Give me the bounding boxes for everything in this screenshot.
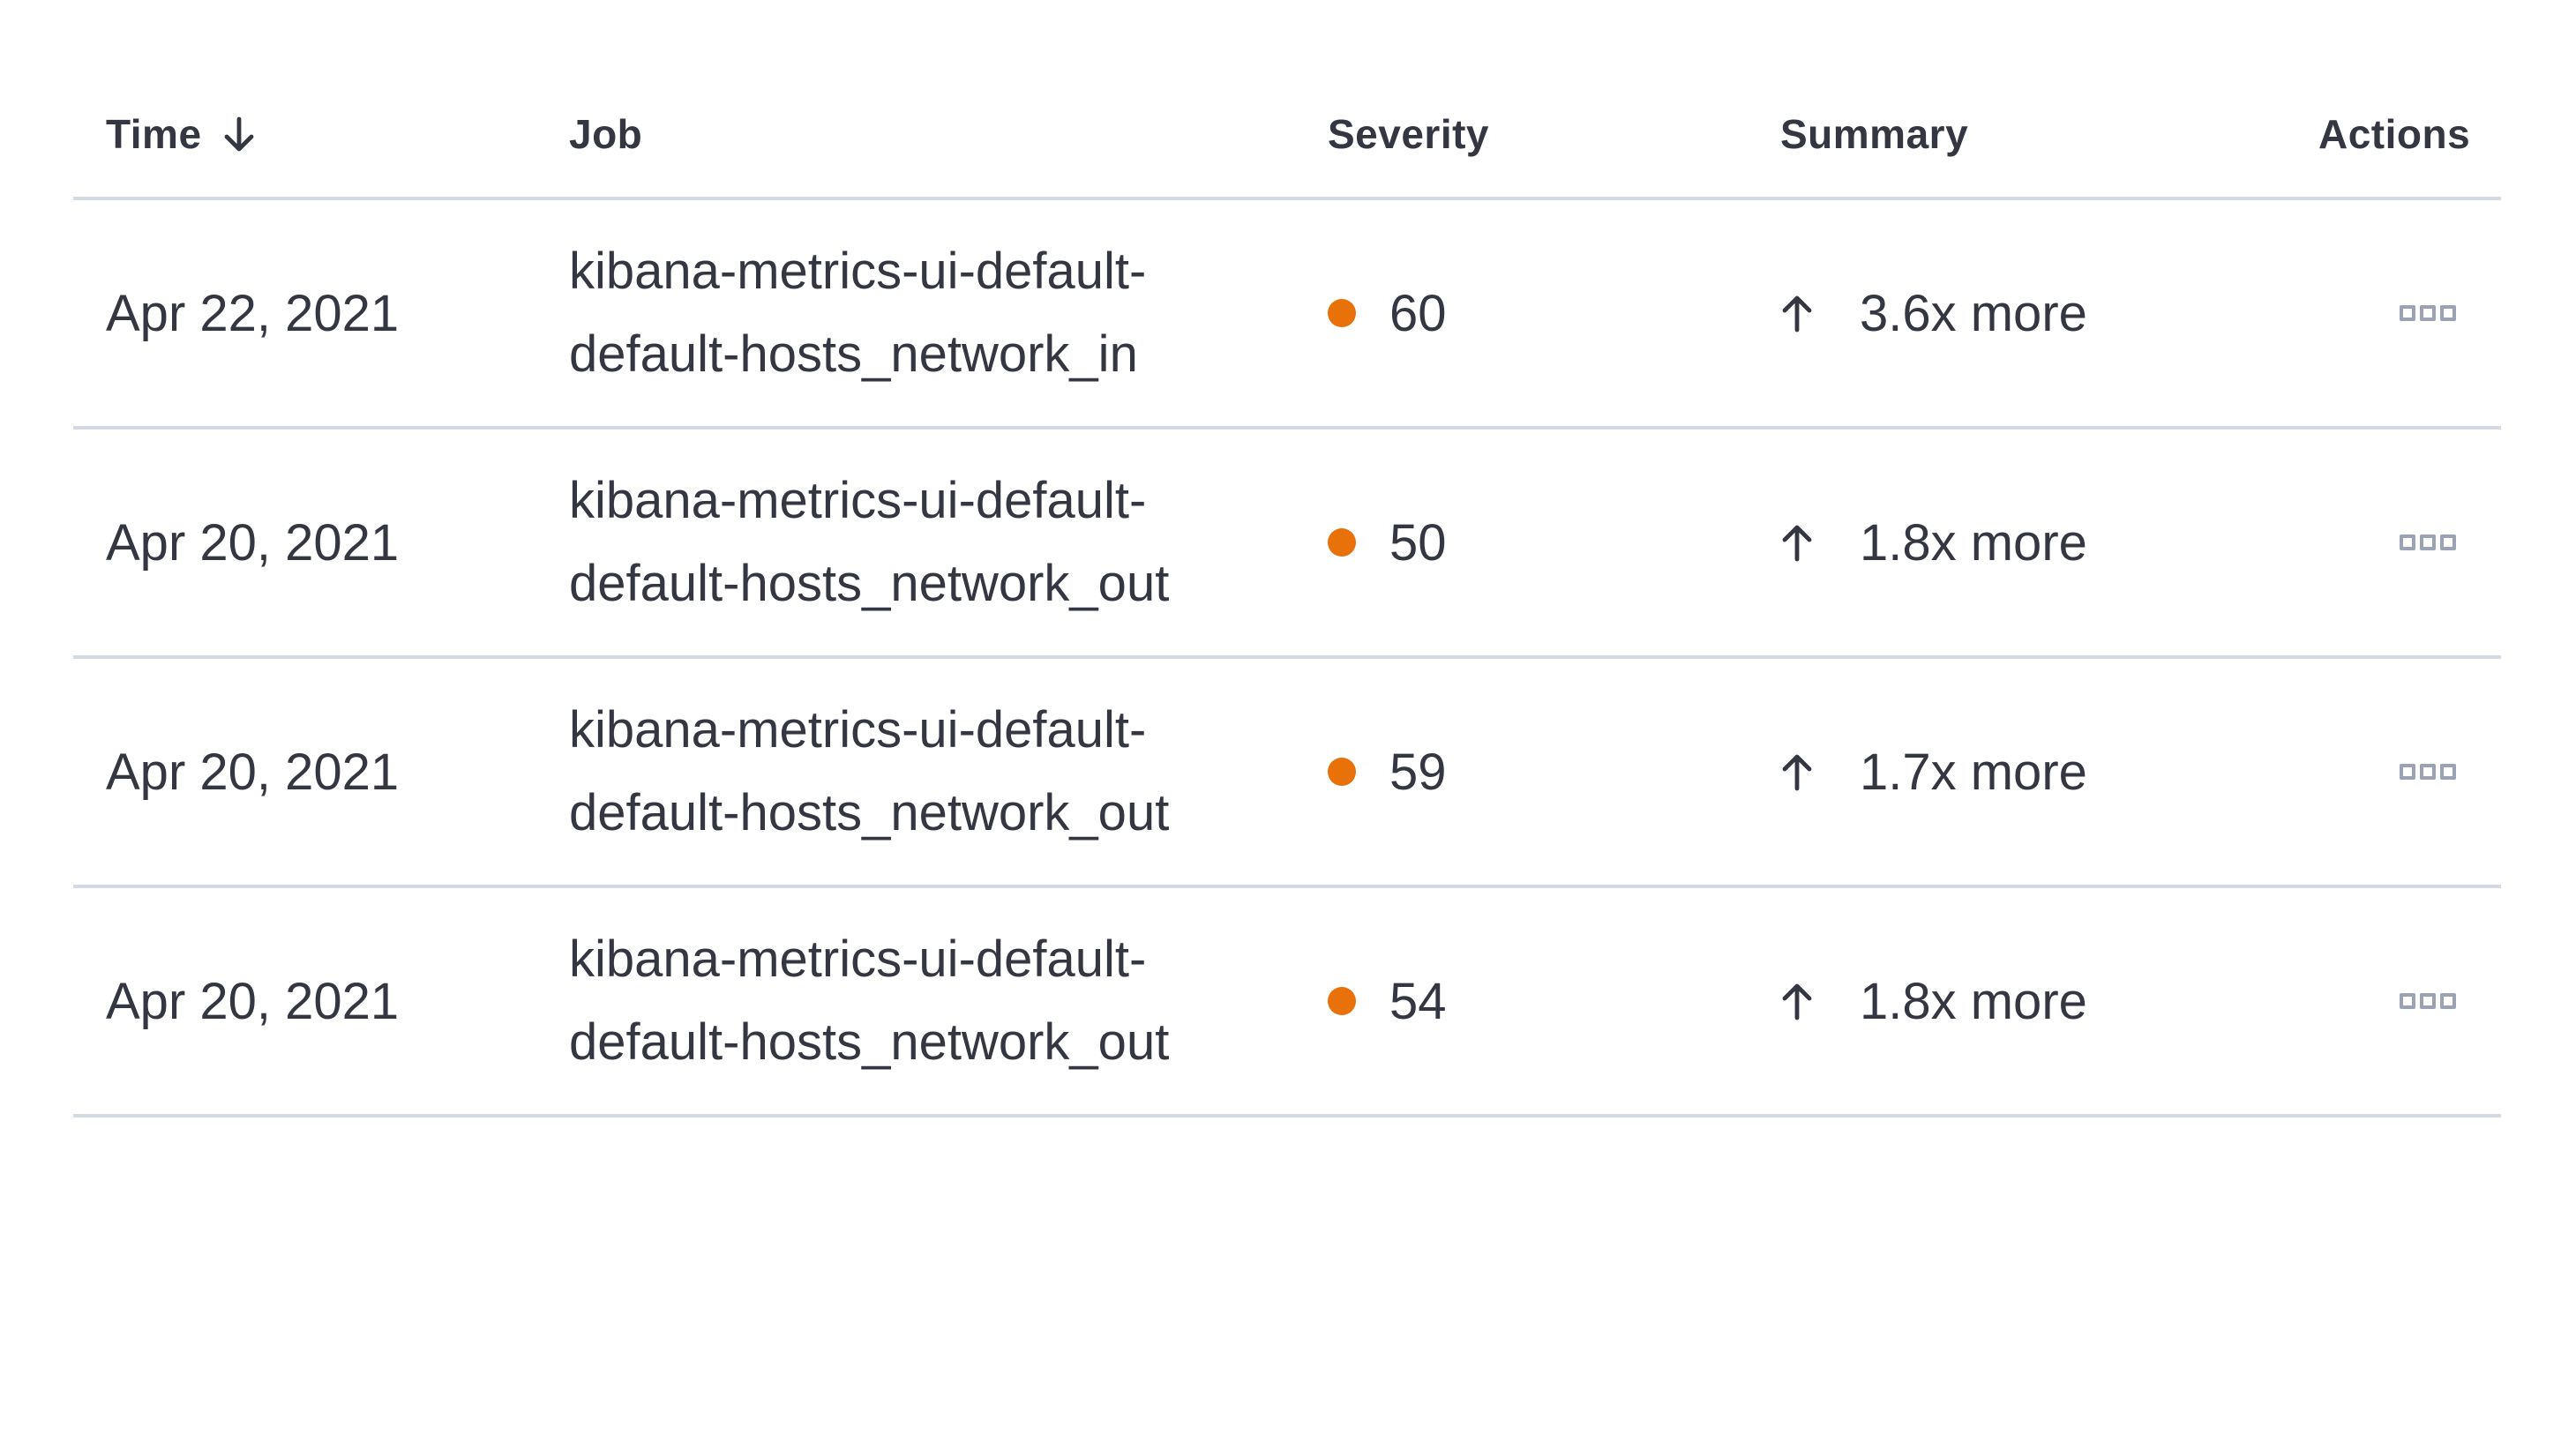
job-name-line2: default-hosts_network_in [569, 325, 1138, 383]
cell-severity: 50 [1328, 513, 1780, 572]
job-name-line1: kibana-metrics-ui-default- [569, 472, 1147, 529]
column-header-time[interactable]: Time [73, 110, 569, 158]
row-actions-button[interactable] [2399, 993, 2456, 1009]
boxes-horizontal-icon [2399, 764, 2415, 780]
job-name-line1: kibana-metrics-ui-default- [569, 243, 1147, 300]
severity-value: 54 [1389, 972, 1447, 1030]
table-row: Apr 20, 2021 kibana-metrics-ui-default- … [73, 659, 2501, 888]
arrow-up-icon [1780, 751, 1814, 792]
cell-severity: 60 [1328, 284, 1780, 343]
anomalies-table: Time Job Severity Summary Actions Apr 22… [73, 71, 2501, 1117]
arrow-up-icon [1780, 293, 1814, 333]
cell-actions [2318, 764, 2501, 780]
column-header-actions: Actions [2318, 110, 2471, 157]
job-name-line2: default-hosts_network_out [569, 555, 1170, 612]
cell-job: kibana-metrics-ui-default- default-hosts… [569, 230, 1328, 396]
boxes-horizontal-icon [2399, 993, 2415, 1009]
cell-actions [2318, 305, 2501, 321]
cell-actions [2318, 534, 2501, 550]
severity-value: 50 [1389, 513, 1447, 572]
boxes-horizontal-icon [2399, 534, 2415, 550]
summary-value: 1.7x more [1860, 743, 2087, 801]
sort-descending-icon [221, 114, 257, 154]
job-name-line1: kibana-metrics-ui-default- [569, 931, 1147, 988]
cell-job: kibana-metrics-ui-default- default-hosts… [569, 918, 1328, 1084]
table-row: Apr 20, 2021 kibana-metrics-ui-default- … [73, 430, 2501, 659]
arrow-up-icon [1780, 981, 1814, 1021]
severity-dot-icon [1328, 987, 1356, 1015]
job-name-line2: default-hosts_network_out [569, 1013, 1170, 1071]
summary-value: 1.8x more [1860, 513, 2087, 572]
severity-value: 60 [1389, 284, 1447, 342]
cell-severity: 59 [1328, 743, 1780, 802]
severity-dot-icon [1328, 528, 1356, 557]
row-actions-button[interactable] [2399, 534, 2456, 550]
cell-time: Apr 20, 2021 [106, 513, 400, 572]
cell-summary: 1.8x more [1780, 513, 2318, 572]
cell-job: kibana-metrics-ui-default- default-hosts… [569, 460, 1328, 625]
column-header-severity[interactable]: Severity [1328, 110, 1490, 157]
arrow-up-icon [1780, 522, 1814, 563]
row-actions-button[interactable] [2399, 305, 2456, 321]
boxes-horizontal-icon [2399, 305, 2415, 321]
column-header-job[interactable]: Job [569, 110, 643, 157]
severity-dot-icon [1328, 758, 1356, 786]
severity-value: 59 [1389, 743, 1447, 801]
cell-summary: 1.8x more [1780, 972, 2318, 1031]
job-name-line2: default-hosts_network_out [569, 784, 1170, 841]
table-row: Apr 22, 2021 kibana-metrics-ui-default- … [73, 200, 2501, 430]
table-row: Apr 20, 2021 kibana-metrics-ui-default- … [73, 888, 2501, 1117]
cell-time: Apr 20, 2021 [106, 743, 400, 801]
cell-time: Apr 22, 2021 [106, 284, 400, 342]
column-header-summary[interactable]: Summary [1780, 110, 1969, 157]
severity-dot-icon [1328, 299, 1356, 327]
cell-summary: 1.7x more [1780, 743, 2318, 802]
cell-severity: 54 [1328, 972, 1780, 1031]
job-name-line1: kibana-metrics-ui-default- [569, 701, 1147, 759]
cell-actions [2318, 993, 2501, 1009]
row-actions-button[interactable] [2399, 764, 2456, 780]
cell-job: kibana-metrics-ui-default- default-hosts… [569, 689, 1328, 855]
summary-value: 3.6x more [1860, 284, 2087, 342]
cell-time: Apr 20, 2021 [106, 972, 400, 1030]
column-header-time-label: Time [106, 110, 202, 157]
cell-summary: 3.6x more [1780, 284, 2318, 343]
table-header-row: Time Job Severity Summary Actions [73, 71, 2501, 200]
summary-value: 1.8x more [1860, 972, 2087, 1030]
